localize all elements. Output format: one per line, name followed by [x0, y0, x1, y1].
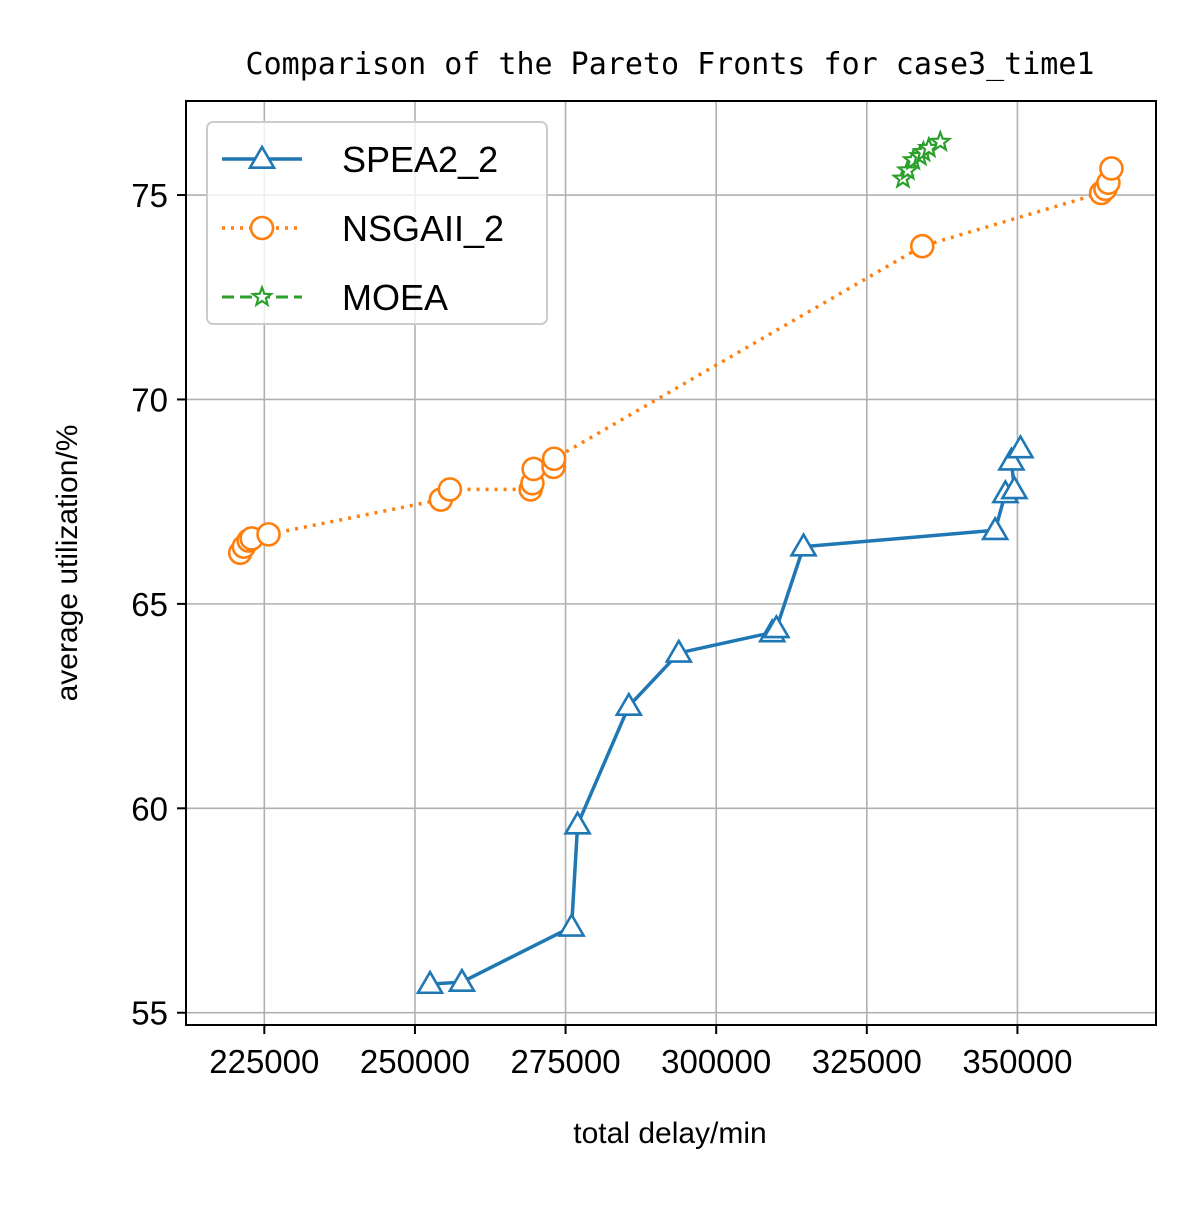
x-tick-label: 250000: [360, 1043, 470, 1080]
x-tick-label: 225000: [209, 1043, 319, 1080]
data-point-triangle: [762, 613, 791, 639]
legend-box: [206, 121, 548, 325]
data-point-circle: [1099, 156, 1124, 181]
y-tick-label: 70: [131, 381, 168, 418]
x-axis-label: total delay/min: [573, 1117, 766, 1150]
y-tick-label: 75: [131, 177, 168, 214]
y-axis-label: average utilization/%: [51, 425, 84, 702]
y-tick-label: 55: [131, 995, 168, 1032]
data-point-triangle: [980, 515, 1010, 541]
series-nsgaii-2: [227, 156, 1124, 566]
data-point-triangle: [664, 638, 694, 663]
series-spea2-2: [415, 433, 1035, 995]
data-point-star: [895, 157, 920, 181]
data-point-triangle: [997, 446, 1026, 471]
legend-marker-triangle: [247, 144, 277, 169]
legend-label: NSGAII_2: [342, 208, 504, 249]
legend-label: MOEA: [342, 277, 448, 318]
plot-area-frame: [185, 100, 1157, 1026]
legend: SPEA2_2 NSGAII_2 MOEA: [206, 121, 548, 325]
x-tick-label: 350000: [962, 1043, 1072, 1080]
legend-marker-star: [249, 284, 275, 308]
y-tick-label: 65: [131, 586, 168, 623]
data-point-triangle: [557, 912, 586, 937]
x-tick-label: 275000: [511, 1043, 621, 1080]
data-point-triangle: [789, 532, 818, 557]
series-layer: [227, 129, 1124, 995]
data-point-triangle: [1000, 474, 1029, 500]
data-point-circle: [437, 477, 463, 502]
data-point-triangle: [447, 967, 477, 993]
chart-title: Comparison of the Pareto Fronts for case…: [246, 47, 1095, 82]
data-point-circle: [521, 456, 546, 482]
data-point-circle: [256, 522, 281, 547]
data-point-triangle: [415, 969, 445, 995]
axis-ticks: 225000 250000 275000 300000 325000 350000 55 60…: [131, 177, 1072, 1080]
data-point-triangle: [614, 691, 644, 717]
x-tick-label: 300000: [661, 1043, 771, 1080]
data-point-circle: [541, 446, 567, 472]
x-tick-label: 325000: [812, 1043, 922, 1080]
series-moea: [890, 129, 953, 189]
data-point-triangle: [563, 810, 592, 835]
y-tick-label: 60: [131, 790, 168, 827]
data-point-star: [928, 129, 953, 153]
data-point-triangle: [1006, 433, 1035, 459]
legend-marker-circle: [249, 215, 275, 241]
data-point-circle: [909, 233, 935, 259]
legend-label: SPEA2_2: [342, 139, 498, 180]
